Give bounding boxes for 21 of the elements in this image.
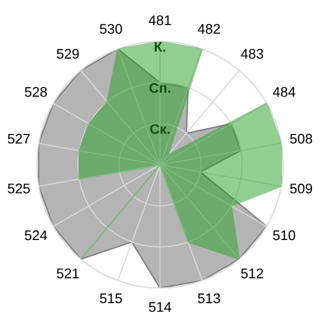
- spoke-label: 513: [198, 293, 220, 304]
- spoke-label: 524: [24, 230, 48, 240]
- spoke-label: 521: [56, 268, 79, 278]
- spoke-label: 482: [198, 24, 220, 34]
- spoke-label: 481: [148, 15, 171, 26]
- spoke-label: 527: [8, 134, 30, 144]
- spoke-label: 483: [240, 48, 264, 59]
- y-tick-label: Ск.: [150, 124, 170, 134]
- spoke-label: 514: [148, 302, 172, 312]
- spoke-label: 509: [290, 184, 312, 194]
- y-tick-label: Сп.: [149, 83, 170, 93]
- spoke-label: 510: [273, 230, 296, 240]
- spoke-label: 525: [8, 184, 30, 194]
- spoke-label: 530: [100, 24, 122, 34]
- spoke-label: 512: [241, 268, 264, 278]
- y-tick-label: К.: [154, 42, 166, 52]
- spoke-label: 528: [24, 87, 47, 97]
- spoke-label: 484: [272, 87, 296, 97]
- spoke-label: 529: [56, 48, 79, 59]
- spoke-label: 508: [290, 134, 312, 144]
- spoke-label: 515: [100, 294, 122, 304]
